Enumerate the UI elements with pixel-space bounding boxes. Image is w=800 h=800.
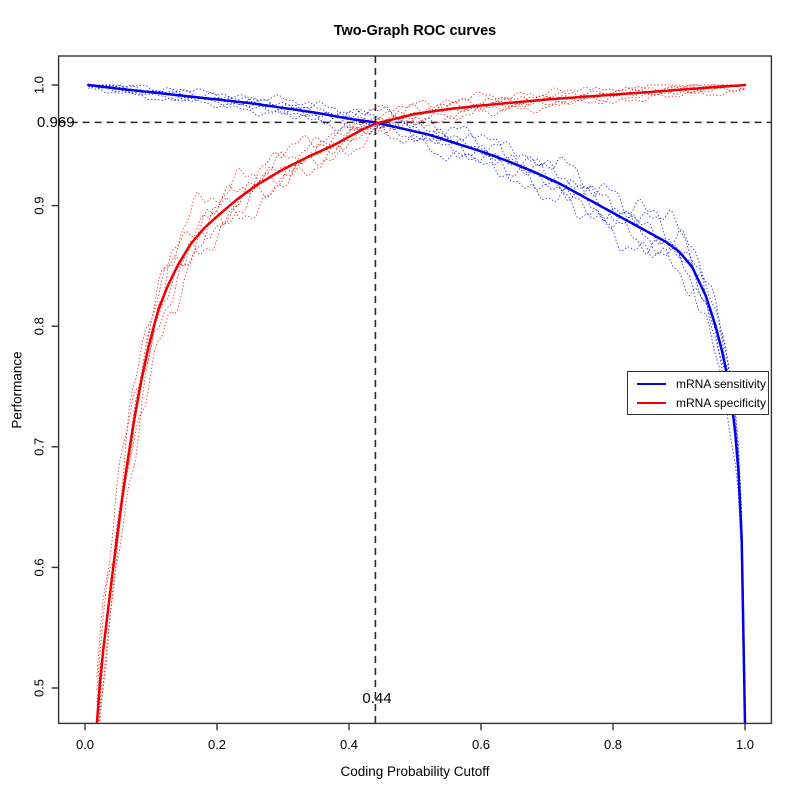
roc-curves — [87, 83, 747, 724]
replicate-curve — [96, 84, 745, 678]
plot-frame — [57, 55, 773, 725]
replicate-curve — [96, 84, 745, 690]
crosshair-dashed-lines — [58, 56, 772, 724]
replicate-curve — [98, 85, 746, 724]
y-tick-label: 1.0 — [31, 76, 46, 94]
plot-box — [57, 55, 773, 725]
y-tick-label: 0.7 — [31, 438, 46, 456]
replicate-curve — [88, 86, 746, 724]
chart-title: Two-Graph ROC curves — [333, 23, 497, 39]
y-tick-label: 0.6 — [31, 558, 46, 576]
x-tick-label: 0.2 — [208, 737, 226, 752]
x-tick-label: 1.0 — [736, 737, 754, 752]
axes: 0.0 0.2 0.4 0.6 0.8 1.0 0.5 0.6 0.7 0.8 0.9 1.0 — [31, 76, 754, 752]
replicate-curve — [88, 84, 746, 719]
mRNA-specificity-mean-curve — [95, 83, 747, 724]
replicate-curve — [88, 85, 746, 722]
replicate-curve — [98, 84, 746, 724]
x-tick-label: 0.8 — [604, 737, 622, 752]
x-axis-title: Coding Probability Cutoff — [340, 764, 490, 779]
legend-label: mRNA specificity — [676, 395, 767, 410]
x-tick-label: 0.0 — [76, 737, 94, 752]
legend-label: mRNA sensitivity — [676, 376, 767, 391]
x-tick-label: 0.6 — [472, 737, 490, 752]
y-tick-label: 0.9 — [31, 197, 46, 215]
replicate-curve — [88, 84, 746, 721]
specificity-line-swatch — [637, 401, 666, 404]
replicate-curve — [99, 88, 746, 724]
legend-entry-specificity: mRNA specificity — [628, 396, 768, 410]
y-tick-label: 0.5 — [31, 679, 46, 697]
y-axis-title: Performance — [9, 351, 25, 429]
x-tick-label: 0.4 — [340, 737, 358, 752]
performance-annotation-label: 0.969 — [37, 114, 75, 131]
legend-entry-sensitivity: mRNA sensitivity — [628, 377, 768, 391]
sensitivity-line-swatch — [637, 382, 666, 385]
legend-box: mRNA sensitivity mRNA specificity — [627, 371, 769, 415]
mRNA-sensitivity-mean-curve — [87, 83, 747, 724]
cutoff-annotation-label: 0.44 — [362, 690, 392, 707]
y-tick-label: 0.8 — [31, 317, 46, 335]
